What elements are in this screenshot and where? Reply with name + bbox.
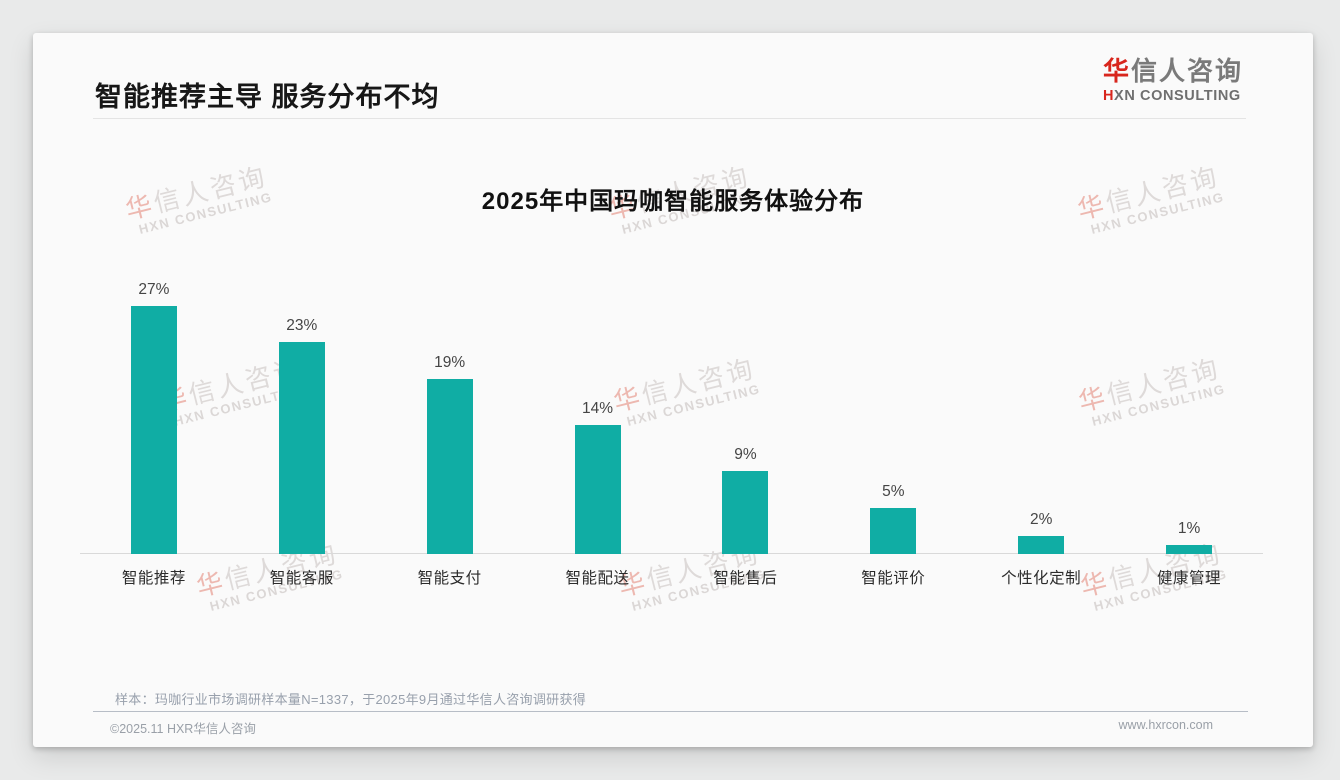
bar-category-label: 健康管理: [1157, 570, 1222, 587]
bar-category-label: 智能客服: [269, 570, 334, 587]
bar-category-label: 智能评价: [861, 570, 926, 587]
bar: [722, 471, 769, 554]
footer-divider: [93, 711, 1248, 712]
bar-category-label: 智能配送: [565, 570, 630, 587]
logo-accent-char: 华: [1102, 56, 1131, 86]
company-logo-chinese: 华信人咨询: [1102, 56, 1243, 87]
x-axis-line: [80, 553, 1263, 554]
x-axis-labels: 智能推荐 智能客服 智能支付 智能配送 智能售后 智能评价 个性化定制 健康管理: [80, 554, 1263, 588]
company-logo: 华信人咨询 HXN CONSULTING: [1102, 56, 1243, 105]
bar-value-label: 9%: [734, 446, 757, 464]
bar-slot: 9%: [672, 264, 820, 554]
bar-slot: 5%: [819, 264, 967, 554]
logo-rest-chars: 信人咨询: [1130, 56, 1243, 86]
bar-value-label: 5%: [882, 483, 905, 500]
bar-category-label: 智能售后: [713, 570, 778, 587]
bar-value-label: 19%: [434, 354, 466, 372]
bar-value-label: 14%: [582, 400, 614, 418]
sample-footnote: 样本：玛咖行业市场调研样本量N=1337，于2025年9月通过华信人咨询调研获得: [115, 692, 587, 707]
bar: [1018, 535, 1065, 554]
bar-slot: 19%: [376, 264, 524, 554]
company-logo-english: HXN CONSULTING: [1103, 88, 1243, 105]
chart-title: 2025年中国玛咖智能服务体验分布: [481, 188, 865, 215]
slide-card: 智能推荐主导 服务分布不均 华信人咨询 HXN CONSULTING 华信人咨询…: [33, 33, 1313, 747]
bar-slot: 14%: [524, 264, 672, 554]
website-url: www.hxrcon.com: [1118, 718, 1213, 732]
bar-value-label: 1%: [1177, 519, 1201, 537]
bar: [278, 342, 325, 554]
bar: [1166, 544, 1213, 554]
title-divider: [93, 118, 1246, 119]
bar: [574, 425, 621, 554]
logo-en-rest: XN CONSULTING: [1114, 87, 1241, 104]
bar-slot: 23%: [228, 264, 376, 554]
bar: [130, 305, 177, 554]
bar: [870, 508, 917, 554]
bar-slot: 2%: [967, 264, 1115, 554]
bar-category-label: 个性化定制: [1001, 570, 1082, 587]
bar-category-label: 智能推荐: [121, 570, 186, 587]
page-title: 智能推荐主导 服务分布不均: [95, 82, 440, 112]
bar-value-label: 2%: [1029, 510, 1053, 528]
bar-chart: 27% 23% 19% 14% 9% 5% 2% 1% 智能推荐 智能客服 智能支付 智能配送 智能售…: [80, 264, 1263, 588]
bar-value-label: 23%: [286, 317, 318, 335]
bar-slot: 1%: [1115, 264, 1263, 554]
bar-slot: 27%: [80, 264, 228, 554]
logo-en-accent: H: [1102, 87, 1115, 104]
copyright-text: ©2025.11 HXR华信人咨询: [110, 722, 256, 736]
bar: [426, 379, 473, 554]
bar-value-label: 27%: [138, 280, 170, 298]
bar-category-label: 智能支付: [417, 570, 482, 587]
chart-plot-area: 27% 23% 19% 14% 9% 5% 2% 1%: [80, 264, 1263, 554]
